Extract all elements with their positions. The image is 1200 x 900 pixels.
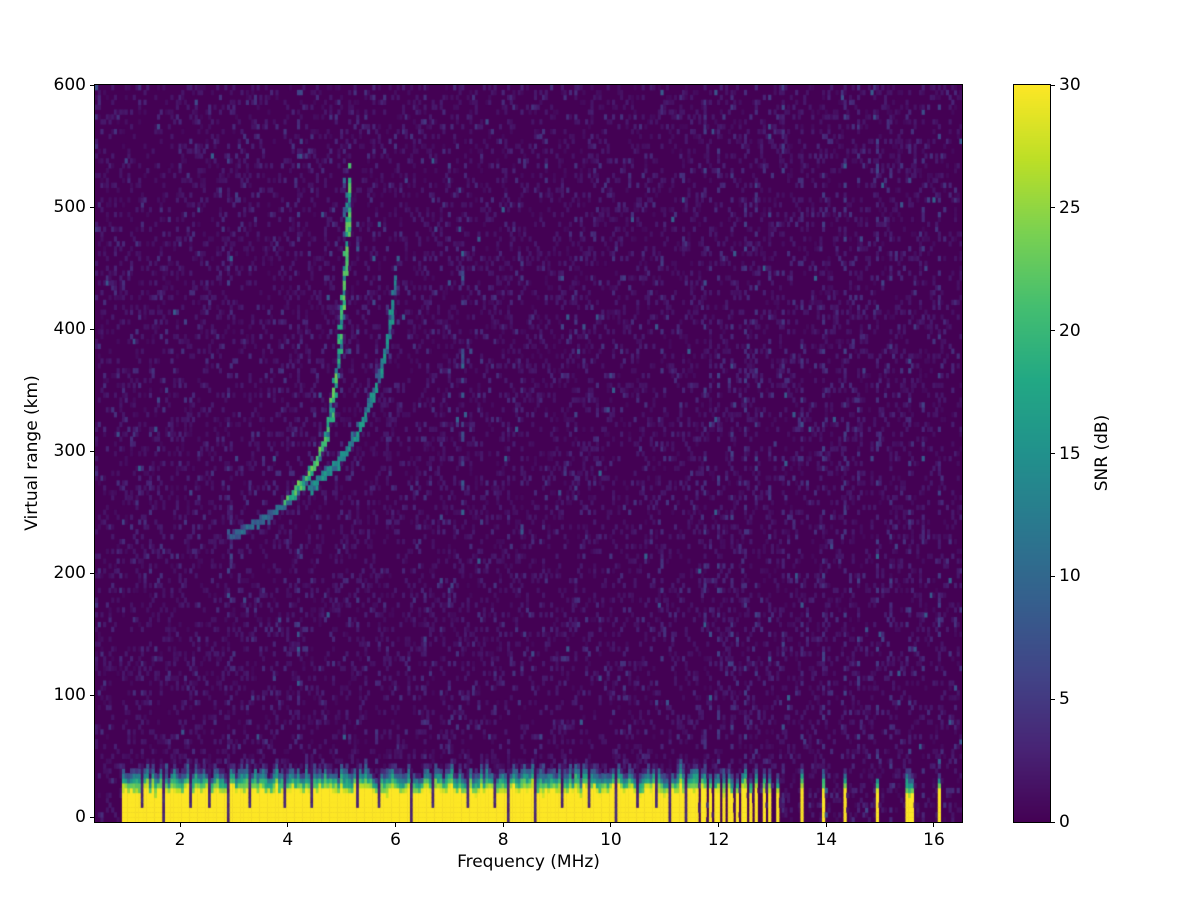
ionogram-heatmap [95,85,962,822]
y-tick-label: 100 [53,685,86,706]
y-tick-label: 600 [53,75,86,95]
colorbar-tick-mark [1051,207,1055,209]
x-tick-mark [179,823,181,827]
colorbar-tick-mark [1051,821,1055,823]
y-tick-mark [90,328,94,330]
colorbar-tick-mark [1051,453,1055,454]
y-tick-label: 400 [53,319,86,340]
colorbar-tick-mark [1051,698,1055,700]
colorbar-tick-label: 0 [1059,812,1070,832]
colorbar-tick-label: 5 [1059,689,1070,710]
colorbar [1014,85,1050,822]
y-tick-mark [90,694,94,696]
x-tick-mark [718,823,720,827]
y-tick-mark [90,84,94,86]
colorbar-tick-mark [1051,330,1055,332]
colorbar-tick-mark [1051,84,1055,86]
colorbar-tick-label: 25 [1059,197,1081,218]
x-tick-mark [287,823,289,827]
colorbar-tick-label: 20 [1059,320,1081,341]
colorbar-tick-label: 30 [1059,75,1081,95]
y-tick-label: 500 [53,197,86,218]
y-tick-mark [90,572,94,574]
y-tick-mark [90,816,94,818]
colorbar-tick-label: 15 [1059,443,1081,464]
y-tick-mark [90,206,94,208]
x-tick-mark [610,823,612,827]
y-tick-mark [90,450,94,452]
colorbar-tick-label: 10 [1059,566,1081,587]
x-tick-mark [825,823,827,827]
colorbar-tick-mark [1051,575,1055,577]
x-axis-label: Frequency (MHz) [457,852,600,872]
x-tick-label: 12 [707,830,730,850]
x-tick-label: 6 [390,830,401,850]
x-tick-label: 14 [815,830,838,850]
x-tick-label: 8 [497,830,509,850]
x-tick-mark [502,823,504,827]
x-tick-label: 16 [923,830,945,850]
x-tick-label: 4 [282,830,294,850]
x-tick-mark [933,823,935,827]
x-tick-label: 2 [174,830,186,850]
y-tick-label: 0 [75,807,86,828]
x-tick-mark [394,823,396,827]
y-tick-label: 200 [53,563,86,584]
x-tick-label: 10 [600,830,622,850]
y-tick-label: 300 [53,441,86,462]
